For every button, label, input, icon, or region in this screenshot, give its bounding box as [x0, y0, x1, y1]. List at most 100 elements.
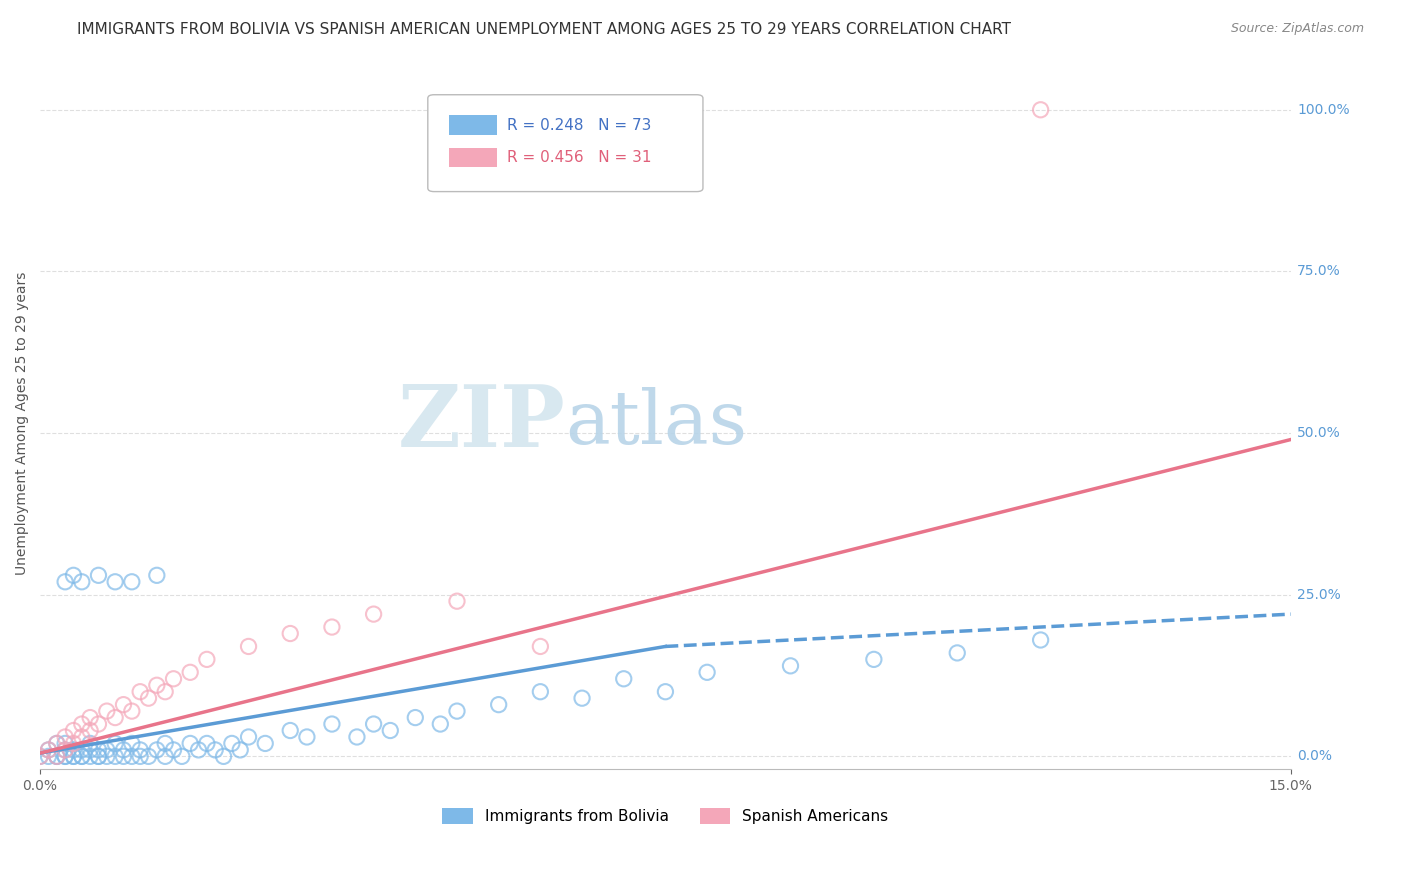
Point	[195, 652, 218, 666]
Point	[229, 743, 252, 757]
Point	[863, 652, 886, 666]
Text: 75.0%: 75.0%	[1296, 264, 1341, 278]
Point	[62, 736, 84, 750]
Point	[87, 568, 110, 582]
Point	[121, 749, 143, 764]
Point	[238, 640, 260, 654]
Point	[53, 574, 76, 589]
Point	[146, 568, 169, 582]
Point	[129, 743, 152, 757]
Point	[62, 749, 84, 764]
Point	[488, 698, 510, 712]
Point	[53, 749, 76, 764]
Point	[96, 704, 118, 718]
Point	[70, 749, 93, 764]
Point	[112, 749, 135, 764]
Point	[1029, 103, 1052, 117]
Point	[613, 672, 636, 686]
Point	[146, 743, 169, 757]
Point	[112, 743, 135, 757]
Point	[79, 749, 101, 764]
Point	[70, 574, 93, 589]
Point	[153, 684, 176, 698]
Point	[162, 672, 184, 686]
Point	[79, 710, 101, 724]
Point	[37, 749, 59, 764]
Point	[45, 736, 67, 750]
Point	[96, 749, 118, 764]
Point	[104, 574, 127, 589]
Text: 100.0%: 100.0%	[1296, 103, 1350, 117]
Point	[146, 678, 169, 692]
Point	[112, 698, 135, 712]
Point	[153, 736, 176, 750]
Text: 50.0%: 50.0%	[1296, 426, 1341, 440]
Point	[212, 749, 235, 764]
Point	[62, 723, 84, 738]
Point	[187, 743, 209, 757]
FancyBboxPatch shape	[449, 115, 496, 135]
Legend: Immigrants from Bolivia, Spanish Americans: Immigrants from Bolivia, Spanish America…	[443, 808, 889, 824]
Point	[179, 665, 201, 680]
Point	[70, 717, 93, 731]
Point	[87, 743, 110, 757]
Point	[104, 710, 127, 724]
Point	[779, 658, 801, 673]
Point	[446, 594, 468, 608]
Point	[70, 730, 93, 744]
Point	[30, 749, 52, 764]
Point	[221, 736, 243, 750]
Point	[96, 743, 118, 757]
Point	[696, 665, 718, 680]
Point	[70, 743, 93, 757]
Point	[195, 736, 218, 750]
Point	[37, 743, 59, 757]
Point	[529, 640, 551, 654]
Point	[30, 749, 52, 764]
Point	[571, 691, 593, 706]
Point	[153, 749, 176, 764]
Point	[654, 684, 676, 698]
Point	[138, 749, 160, 764]
Point	[45, 749, 67, 764]
Point	[238, 730, 260, 744]
Point	[45, 749, 67, 764]
Point	[104, 749, 127, 764]
Point	[346, 730, 368, 744]
Point	[121, 704, 143, 718]
Point	[138, 691, 160, 706]
Text: ZIP: ZIP	[398, 382, 565, 466]
Point	[162, 743, 184, 757]
Point	[170, 749, 193, 764]
Text: Source: ZipAtlas.com: Source: ZipAtlas.com	[1230, 22, 1364, 36]
Point	[278, 723, 301, 738]
Point	[45, 736, 67, 750]
Point	[87, 717, 110, 731]
Point	[278, 626, 301, 640]
Point	[321, 717, 343, 731]
Point	[70, 749, 93, 764]
Point	[404, 710, 426, 724]
Point	[363, 607, 385, 621]
Text: R = 0.248   N = 73: R = 0.248 N = 73	[506, 118, 651, 133]
Point	[380, 723, 402, 738]
Text: IMMIGRANTS FROM BOLIVIA VS SPANISH AMERICAN UNEMPLOYMENT AMONG AGES 25 TO 29 YEA: IMMIGRANTS FROM BOLIVIA VS SPANISH AMERI…	[77, 22, 1011, 37]
Point	[121, 736, 143, 750]
Point	[254, 736, 277, 750]
Point	[62, 749, 84, 764]
Text: 0.0%: 0.0%	[1296, 749, 1331, 764]
Point	[53, 749, 76, 764]
Y-axis label: Unemployment Among Ages 25 to 29 years: Unemployment Among Ages 25 to 29 years	[15, 272, 30, 575]
Point	[529, 684, 551, 698]
Point	[79, 743, 101, 757]
Point	[179, 736, 201, 750]
Text: atlas: atlas	[565, 387, 748, 460]
Point	[1029, 632, 1052, 647]
FancyBboxPatch shape	[427, 95, 703, 192]
Point	[121, 574, 143, 589]
FancyBboxPatch shape	[449, 148, 496, 168]
Point	[53, 736, 76, 750]
Point	[79, 736, 101, 750]
Point	[62, 568, 84, 582]
Point	[295, 730, 318, 744]
